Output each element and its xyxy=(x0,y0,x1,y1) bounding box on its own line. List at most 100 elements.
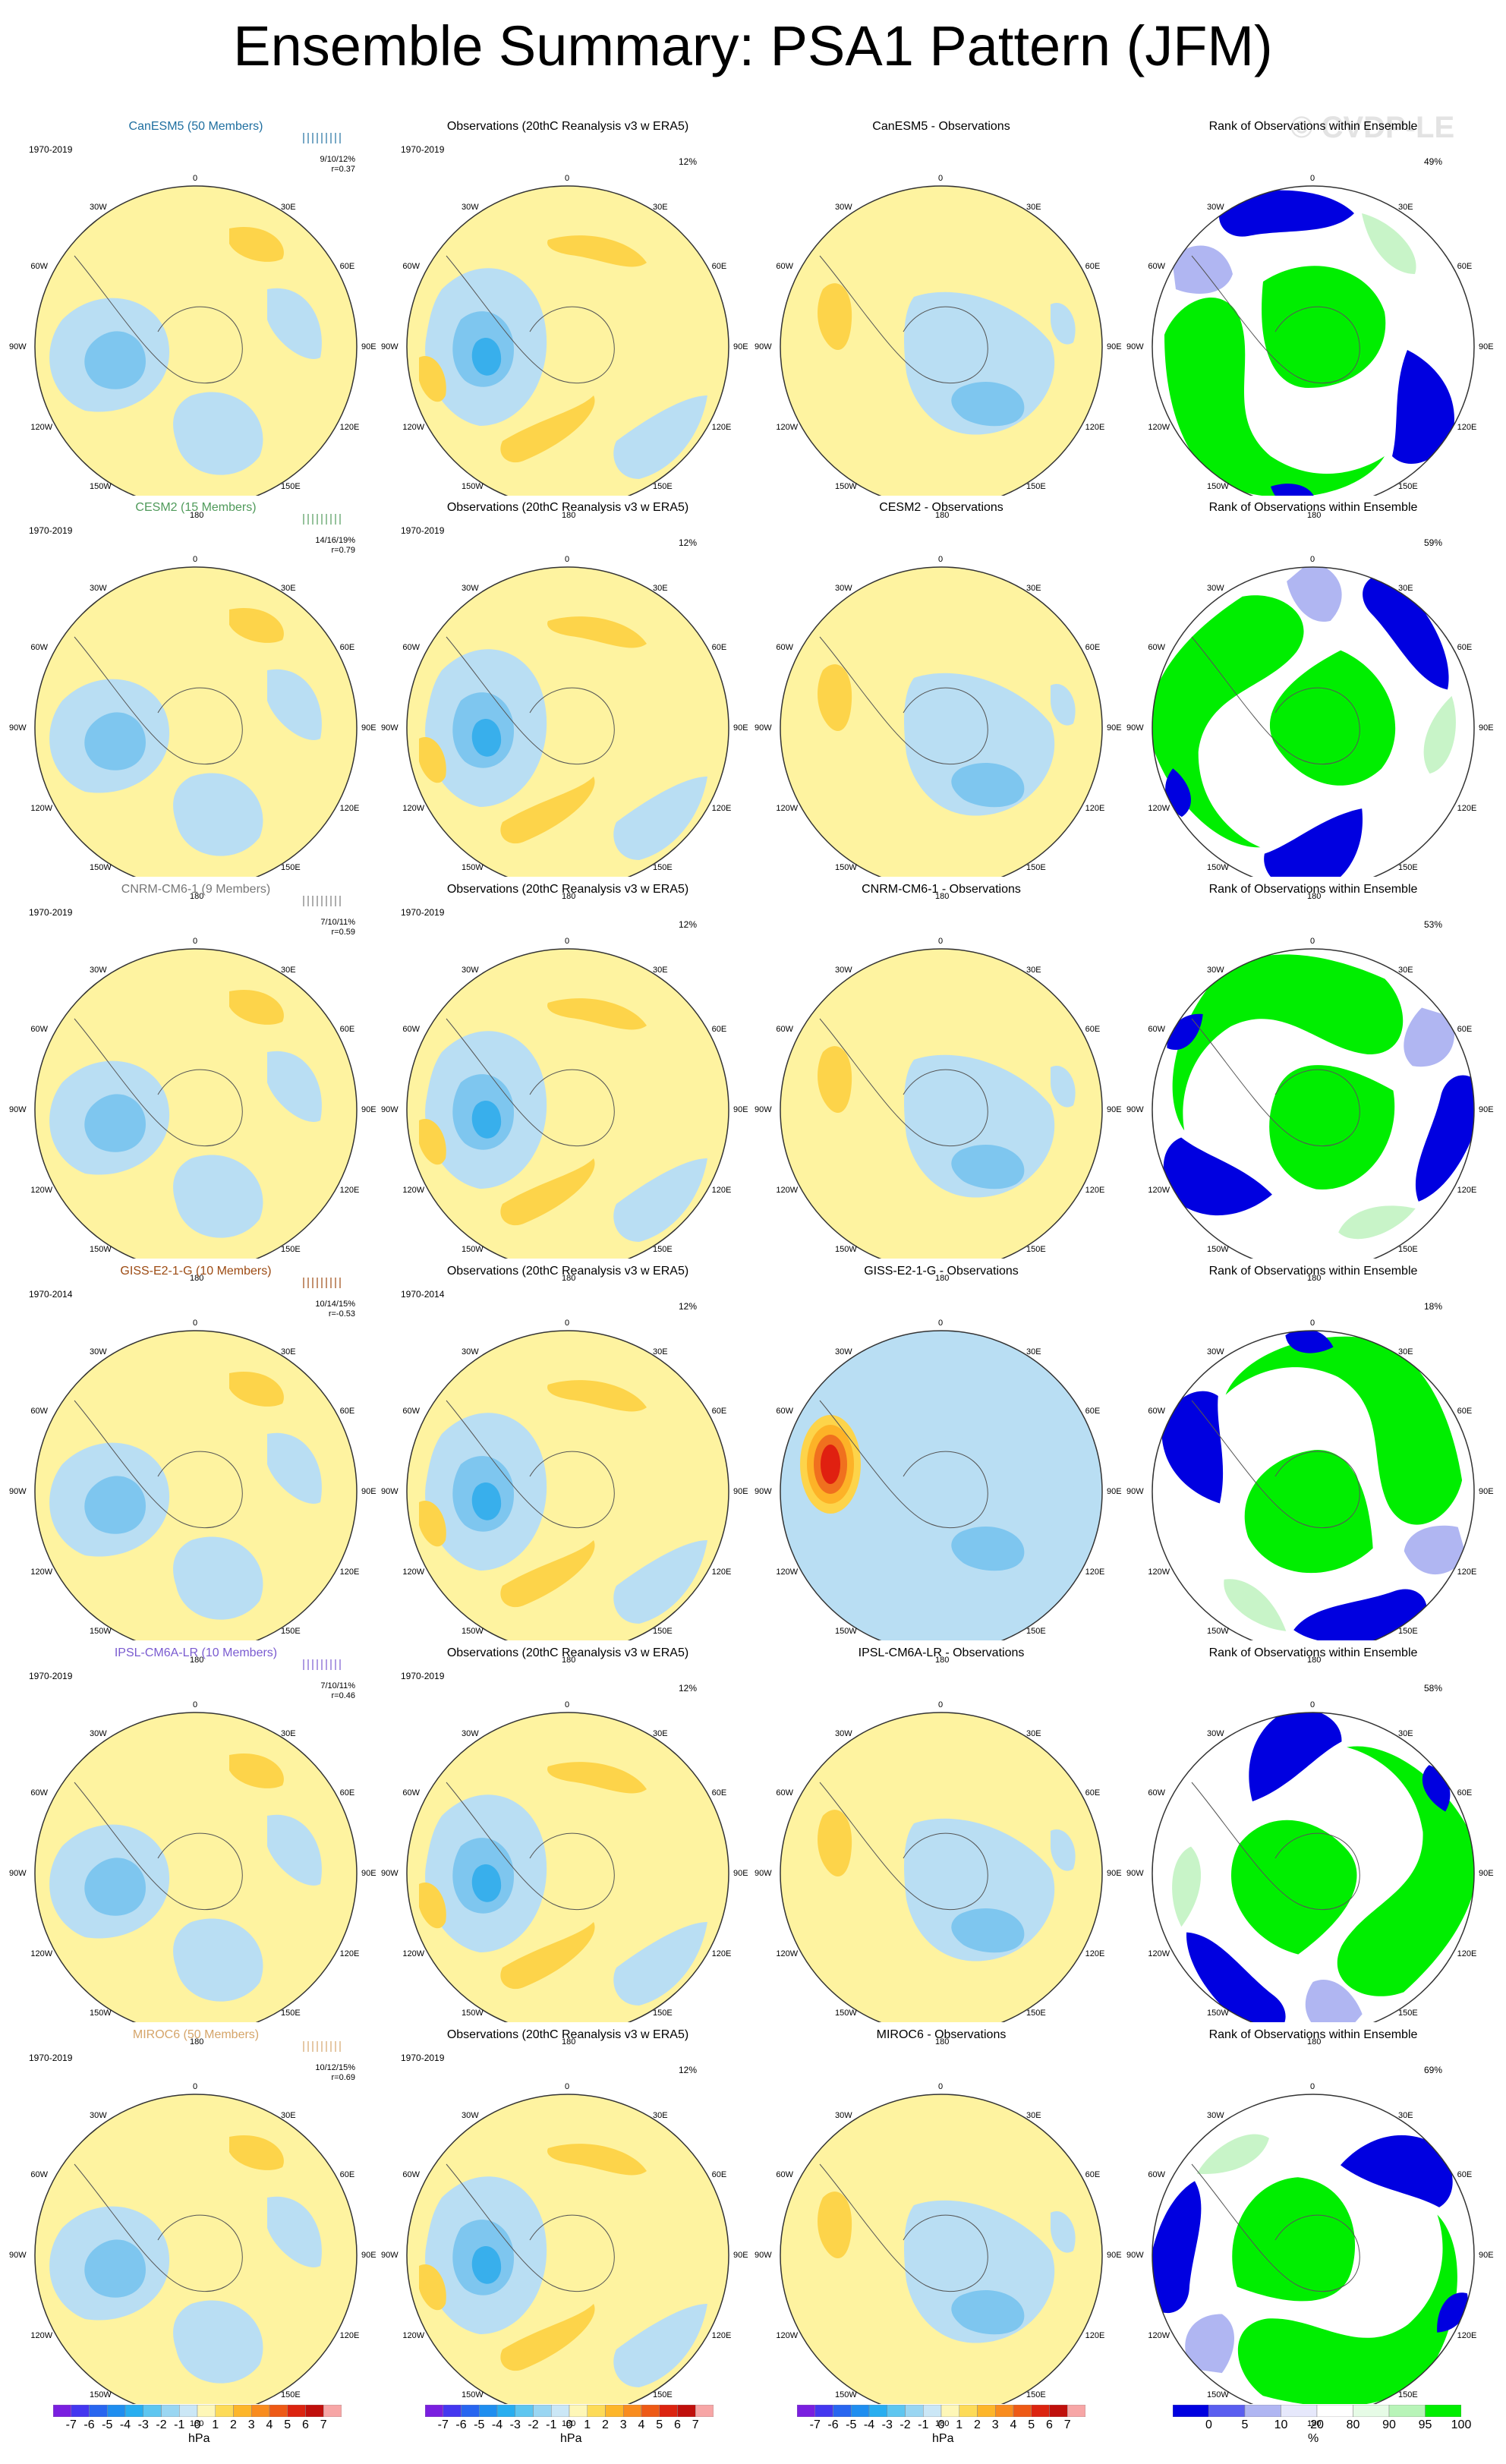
stats-rms: 10/12/15% xyxy=(315,2063,355,2072)
colorbar-swatch xyxy=(977,2404,996,2418)
longitude-label: 0 xyxy=(193,1700,198,1709)
model-panel: 0 180 30W 30E 60W 60E 90W 90E 120W 120E 150W 150E CE… xyxy=(8,495,384,901)
longitude-label: 0 xyxy=(193,555,198,564)
period-label: 1970-2014 xyxy=(29,1289,73,1300)
longitude-label: 90E xyxy=(1479,2251,1494,2260)
longitude-label: 30W xyxy=(90,2111,107,2121)
contour-region xyxy=(547,998,647,1030)
longitude-label: 60W xyxy=(776,262,794,271)
longitude-label: 180 xyxy=(562,1656,576,1665)
longitude-label: 150W xyxy=(1207,1626,1229,1636)
contour-region xyxy=(84,1857,146,1916)
longitude-label: 150E xyxy=(281,2008,301,2018)
colorbar-tick: 7 xyxy=(1063,2418,1071,2431)
longitude-label: 120W xyxy=(776,2331,799,2340)
contour-region xyxy=(818,664,852,731)
colorbar-tick: -3 xyxy=(509,2418,521,2431)
longitude-label: 60E xyxy=(339,2170,355,2179)
colorbar-swatch xyxy=(796,2404,815,2418)
longitude-label: 60W xyxy=(30,1407,49,1416)
contour-region xyxy=(951,1526,1025,1571)
period-label: 1970-2019 xyxy=(401,2053,445,2063)
longitude-label: 0 xyxy=(193,2082,198,2091)
longitude-label: 90W xyxy=(381,2251,399,2260)
colorbar-swatch xyxy=(533,2404,552,2418)
longitude-label: 0 xyxy=(938,555,944,564)
anomaly-map xyxy=(34,566,358,877)
longitude-label: 150E xyxy=(281,1626,301,1636)
colorbar-tick: -5 xyxy=(474,2418,485,2431)
longitude-label: 60W xyxy=(30,262,49,271)
longitude-label: 180 xyxy=(190,2037,204,2047)
panel-title: GISS-E2-1-G (10 Members) xyxy=(120,1265,272,1278)
contour-region xyxy=(173,392,263,475)
longitude-label: 60E xyxy=(711,262,727,271)
longitude-label: 30E xyxy=(281,203,296,213)
longitude-label: 150W xyxy=(835,1626,857,1636)
longitude-label: 180 xyxy=(1307,2037,1322,2047)
colorbar-swatch xyxy=(814,2404,833,2418)
anomaly-map xyxy=(34,948,358,1259)
ensemble-whisker xyxy=(303,2041,341,2052)
longitude-label: 30E xyxy=(281,966,296,975)
contour-region xyxy=(229,1753,284,1788)
longitude-label: 90E xyxy=(1107,1869,1122,1878)
colorbar-tick: 95 xyxy=(1418,2418,1432,2431)
longitude-label: 0 xyxy=(938,1319,944,1328)
stats-rms: 7/10/11% xyxy=(320,1681,355,1690)
longitude-label: 150W xyxy=(90,2008,112,2018)
stats-rms: 9/10/12% xyxy=(320,155,355,164)
longitude-label: 150E xyxy=(1398,2008,1418,2018)
coastline xyxy=(819,1400,988,1529)
contour-region xyxy=(613,777,707,860)
map-boundary xyxy=(1152,1330,1475,1640)
panel-title: CESM2 (15 Members) xyxy=(135,501,257,514)
model-panel: 0 180 30W 30E 60W 60E 90W 90E 120W 120E 150W 150E CN… xyxy=(8,877,384,1283)
longitude-label: 60E xyxy=(1457,262,1473,271)
longitude-label: 30W xyxy=(462,584,479,594)
colorbar-tick: 4 xyxy=(1010,2418,1017,2431)
contour-region xyxy=(229,1372,284,1407)
longitude-label: 60W xyxy=(402,1025,421,1034)
variance-percent: 12% xyxy=(678,1301,697,1312)
contour-region xyxy=(267,1814,322,1886)
longitude-label: 180 xyxy=(1307,511,1322,520)
map-boundary xyxy=(1152,948,1475,1259)
longitude-label: 60W xyxy=(1148,262,1166,271)
longitude-label: 30E xyxy=(653,584,668,594)
longitude-label: 180 xyxy=(1307,1274,1322,1283)
longitude-label: 120W xyxy=(30,1186,53,1195)
variance-percent: 12% xyxy=(678,537,697,548)
colorbar-tick: 6 xyxy=(302,2418,309,2431)
colorbar-swatches xyxy=(1172,2404,1462,2418)
longitude-label: 90W xyxy=(755,1105,772,1114)
colorbar-swatch xyxy=(287,2404,306,2418)
longitude-label: 30E xyxy=(1026,584,1041,594)
contour-region xyxy=(613,2304,707,2387)
rank-map xyxy=(1152,1712,1475,2022)
contour-region xyxy=(419,1119,446,1165)
panel-title: CanESM5 (50 Members) xyxy=(128,120,263,133)
contour-region xyxy=(229,2135,284,2170)
panel-title: CNRM-CM6-1 - Observations xyxy=(862,883,1021,896)
rank-region xyxy=(1423,695,1456,774)
colorbar-tick: 0 xyxy=(1205,2418,1212,2431)
longitude-label: 0 xyxy=(565,555,570,564)
longitude-label: 60W xyxy=(402,262,421,271)
longitude-label: 0 xyxy=(1310,555,1315,564)
contour-region xyxy=(500,1922,595,1990)
longitude-label: 30W xyxy=(90,203,107,213)
longitude-label: 60E xyxy=(339,643,355,652)
longitude-label: 180 xyxy=(190,2419,204,2428)
colorbar-tick: 3 xyxy=(247,2418,255,2431)
longitude-label: 30W xyxy=(1207,966,1224,975)
anomaly-map xyxy=(406,1712,729,2022)
difference-panel: 0 180 30W 30E 60W 60E 90W 90E 120W 120E 150W 150E CN… xyxy=(753,877,1130,1283)
longitude-label: 90W xyxy=(9,723,27,733)
longitude-label: 150E xyxy=(1398,1626,1418,1636)
longitude-label: 150E xyxy=(1398,1244,1418,1254)
contour-region xyxy=(547,616,647,648)
longitude-label: 30E xyxy=(281,2111,296,2121)
rank-percent: 53% xyxy=(1423,919,1442,930)
longitude-label: 120W xyxy=(776,1568,799,1577)
